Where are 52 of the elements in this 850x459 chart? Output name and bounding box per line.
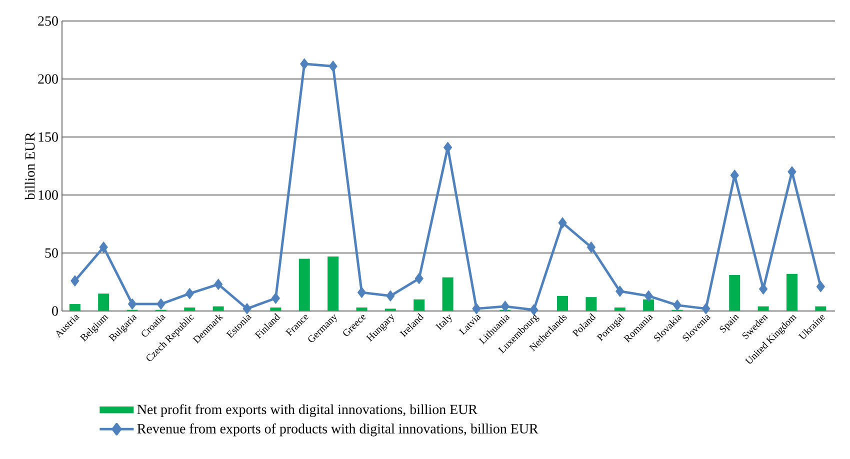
- point: [70, 275, 80, 287]
- point: [500, 300, 510, 312]
- bar: [69, 304, 80, 311]
- bar: [298, 258, 310, 311]
- point: [328, 60, 338, 72]
- bar: [614, 308, 626, 311]
- bar: [184, 308, 196, 311]
- y-tick-label: 100: [38, 190, 58, 200]
- point: [185, 288, 194, 300]
- bar: [586, 297, 597, 311]
- bar: [328, 256, 339, 311]
- bar: [815, 306, 826, 311]
- legend-label: Net profit from exports with digital innovations, billion EUR: [137, 404, 478, 418]
- legend-label: Revenue from exports of products with digital innovations, billion EUR: [137, 423, 538, 436]
- point: [758, 283, 768, 295]
- point: [788, 166, 796, 178]
- point: [816, 280, 826, 292]
- point: [128, 298, 137, 310]
- point: [672, 299, 682, 311]
- point: [271, 292, 280, 304]
- point: [386, 290, 395, 302]
- y-tick-label: 150: [38, 132, 58, 142]
- point: [586, 241, 596, 253]
- bar: [414, 299, 425, 311]
- bar: [643, 299, 654, 311]
- y-tick-label: 50: [45, 248, 58, 258]
- y-tick-label: 250: [38, 16, 58, 26]
- bar: [729, 275, 740, 311]
- point: [644, 290, 653, 302]
- bar: [212, 306, 224, 311]
- y-tick-label: 0: [52, 306, 58, 316]
- bar: [442, 277, 454, 311]
- point: [472, 302, 481, 314]
- point: [702, 302, 710, 314]
- bar: [758, 306, 769, 311]
- y-axis-title: billion EUR: [24, 132, 35, 200]
- bar: [270, 308, 282, 311]
- bar: [98, 294, 110, 311]
- point: [214, 278, 223, 290]
- y-tick-label: 200: [38, 74, 58, 84]
- point: [357, 286, 366, 298]
- point: [99, 241, 108, 253]
- point: [616, 286, 624, 298]
- point: [300, 58, 309, 70]
- point: [156, 298, 166, 310]
- point: [558, 217, 567, 229]
- bar: [557, 296, 568, 311]
- bar: [356, 308, 368, 311]
- point: [242, 302, 252, 314]
- x-tick-label: Italy: [435, 314, 452, 330]
- point: [414, 272, 424, 284]
- bar: [786, 274, 798, 311]
